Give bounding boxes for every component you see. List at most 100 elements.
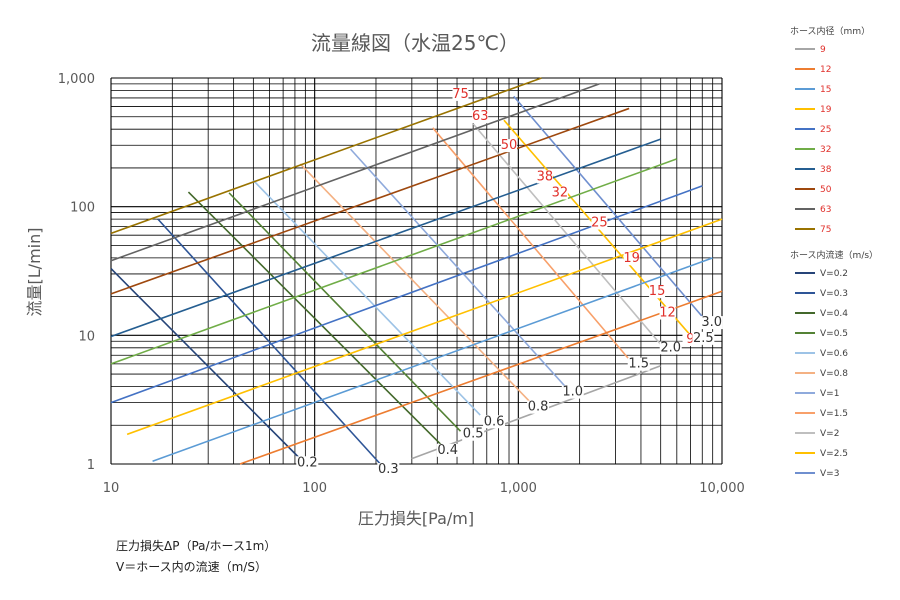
legend-entry: 19 [820,105,832,115]
legend-entry: 32 [820,145,831,155]
note-velocity: V＝ホース内の流速（m/S） [116,560,267,574]
velocity-line-10 [513,95,709,324]
legend-entry: V=2.5 [820,449,848,459]
diameter-line-2 [152,257,713,463]
diameter-label-bg [623,252,640,266]
diameter-label-bg [551,186,568,200]
y-tick-label: 1,000 [58,72,95,87]
diameter-label-bg [536,170,553,184]
chart-series [110,77,723,465]
velocity-label-3: 0.5 [463,427,484,442]
velocity-line-3 [228,192,462,432]
diameter-label-9: 9 [686,332,694,347]
velocity-label-bg [692,331,715,345]
diameter-label-0: 75 [452,87,469,102]
velocity-line-6 [349,148,566,388]
diameter-label-3: 38 [537,169,554,184]
velocity-label-6: 1.0 [562,385,583,400]
diameter-line-7 [110,107,630,295]
velocity-label-5: 0.8 [528,400,549,415]
legend-entry: 12 [820,65,831,75]
diameter-label-7: 15 [649,284,666,299]
legend-entry: 25 [820,125,831,135]
diameter-label-bg [591,216,608,230]
y-axis-title: 流量[L/min] [25,228,44,317]
legend-group-title: ホース内径（mm） [790,25,870,37]
velocity-label-1: 0.3 [378,462,399,477]
velocity-label-bg [483,415,506,429]
velocity-label-4: 0.6 [484,414,505,429]
legend-entry: V=0.8 [820,369,848,379]
diameter-line-9 [110,77,542,235]
x-axis-title: 圧力損失[Pa/m] [358,509,474,528]
x-tick-label: 1,000 [500,481,537,496]
legend-entry: 75 [820,225,831,235]
x-tick-label: 100 [302,481,327,496]
diameter-line-5 [110,158,678,365]
legend-entry: 9 [820,45,826,55]
velocity-line-8 [472,123,662,345]
diameter-line-8 [110,83,600,262]
velocity-line-2 [187,191,443,446]
legend-entry: V=1 [820,389,839,399]
diameter-label-bg [452,87,469,101]
legend-entry: 63 [820,205,831,215]
chart-legend: ホース内径（mm） 9 12 15 19 25 32 38 50 63 75 ホース内流速（m/s） V… [790,25,878,479]
velocity-line-4 [252,179,481,416]
velocity-label-10: 3.0 [701,315,722,330]
legend-entry: V=0.4 [820,309,848,319]
note-pressure-loss: 圧力損失ΔP（Pa/ホース1m） [116,539,277,553]
chart-notes: 圧力損失ΔP（Pa/ホース1m） V＝ホース内の流速（m/S） [116,536,276,578]
velocity-line-5 [299,163,532,404]
legend-group-title: ホース内流速（m/s） [790,249,878,261]
diameter-label-bg [501,139,518,153]
legend-entry: V=0.2 [820,269,848,279]
y-tick-label: 100 [70,201,95,216]
legend-entry: 15 [820,85,831,95]
x-tick-label: 10 [103,481,120,496]
velocity-label-bg [436,443,459,457]
chart-grid [110,77,723,465]
diameter-line-6 [110,138,661,338]
velocity-label-bg [296,456,319,470]
velocity-line-1 [157,218,381,465]
diameter-line-3 [126,218,723,436]
velocity-label-0: 0.2 [297,455,318,470]
diameter-label-4: 32 [552,185,569,200]
diameter-line-1 [239,290,723,465]
diameter-label-2: 50 [501,138,518,153]
chart-title: 流量線図（水温25℃） [311,31,519,55]
diameter-label-bg [649,285,666,299]
velocity-label-bg [700,316,723,330]
diameter-label-6: 19 [623,251,640,266]
legend-entry: V=0.3 [820,289,848,299]
velocity-label-bg [561,385,584,399]
legend-entry: V=0.5 [820,329,848,339]
velocity-label-bg [527,400,550,414]
velocity-label-9: 2.5 [693,331,714,346]
velocity-label-bg [627,357,650,371]
velocity-label-bg [659,341,682,355]
legend-entry: V=0.6 [820,349,848,359]
legend-entry: V=1.5 [820,409,848,419]
legend-entry: V=2 [820,429,839,439]
velocity-label-2: 0.4 [437,443,458,458]
diameter-label-1: 63 [472,109,489,124]
y-tick-label: 1 [87,458,95,473]
x-tick-label: 10,000 [699,481,745,496]
legend-entry: 50 [820,185,832,195]
velocity-label-bg [377,463,400,477]
diameter-label-8: 12 [659,306,676,321]
velocity-label-8: 2.0 [660,340,681,355]
diameter-label-bg [472,110,489,124]
diameter-label-bg [659,306,676,320]
y-tick-label: 10 [78,329,95,344]
legend-entry: 38 [820,165,832,175]
chart-ticks: 10 100 1,000 10,000 1 10 100 1,000 [58,72,745,496]
velocity-label-7: 1.5 [628,357,649,372]
diameter-label-5: 25 [591,216,608,231]
velocity-label-bg [462,427,485,441]
legend-entry: V=3 [820,469,839,479]
